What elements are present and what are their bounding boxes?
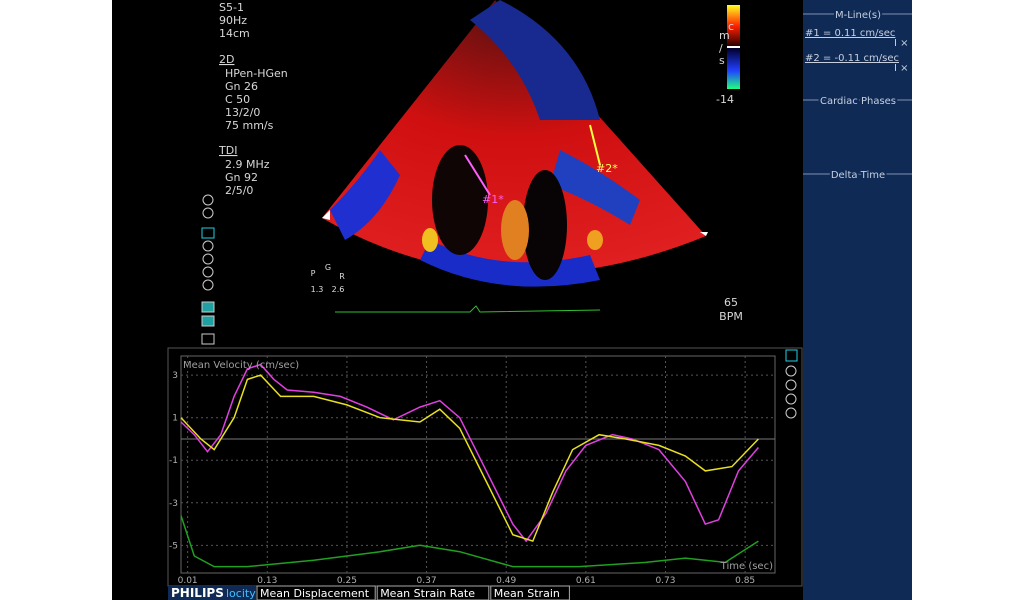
tab[interactable]: [376, 585, 490, 600]
marker: #1*: [482, 193, 504, 206]
mode-param: Gn 92: [225, 171, 258, 184]
series-line: [180, 515, 759, 568]
tab[interactable]: [256, 585, 376, 600]
series-line: [180, 363, 759, 543]
ecg-control: 1.3: [311, 285, 324, 294]
chart-tools: [785, 349, 798, 419]
y-tick-label: -1: [169, 456, 178, 466]
tab-label[interactable]: Mean Strain: [494, 587, 560, 600]
y-tick-label: 1: [172, 414, 178, 424]
y-tick-label: -5: [169, 541, 178, 551]
x-tick-label: 0.01: [178, 576, 198, 586]
color-bar-unit: s: [719, 54, 725, 67]
ultrasound-image: [322, 0, 708, 287]
close[interactable]: I ×: [894, 38, 909, 49]
plot-area: [180, 355, 776, 574]
section-title: Cardiac Phases: [820, 96, 896, 107]
tab-label[interactable]: Mean Strain Rate: [380, 587, 475, 600]
x-tick-label: 0.73: [655, 576, 675, 586]
mode-param: Gn 26: [225, 80, 258, 93]
x-tick-label: 0.49: [496, 576, 516, 586]
m-line[interactable]: #1 = 0.11 cm/sec: [805, 28, 895, 39]
tab[interactable]: [490, 585, 570, 600]
mode-param: 2/5/0: [225, 184, 253, 197]
x-tick-label: 0.85: [735, 576, 755, 586]
ecg-control: 2.6: [332, 285, 345, 294]
frame-rate: 90Hz: [219, 14, 247, 27]
mode-title: TDI: [218, 144, 237, 157]
mode-param: 13/2/0: [225, 106, 260, 119]
marker: #2*: [596, 162, 618, 175]
mode-param: HPen-HGen: [225, 67, 288, 80]
y-tick-label: -3: [169, 499, 178, 509]
x-tick-label: 0.25: [337, 576, 357, 586]
ecg-trace: [335, 305, 601, 313]
x-tick-label: 0.61: [576, 576, 596, 586]
brand-tab: [168, 586, 256, 600]
toolbar: [201, 194, 215, 345]
mode-param: C 50: [225, 93, 250, 106]
color-bar-unit: c: [728, 20, 734, 33]
ecg-control: R: [339, 272, 345, 281]
section-title: Delta Time: [831, 170, 885, 181]
ecg-control: G: [325, 263, 331, 272]
x-tick-label: 0.13: [257, 576, 277, 586]
mode-param: 2.9 MHz: [225, 158, 270, 171]
brand: PHILIPS: [171, 586, 224, 600]
right-panel: [803, 0, 912, 600]
heart-rate: 65: [724, 296, 738, 309]
x-tick-label: 0.37: [417, 576, 437, 586]
y-tick-label: 3: [172, 371, 178, 381]
color-bar-min: -14: [716, 93, 734, 106]
mode-param: 75 mm/s: [225, 119, 274, 132]
heart-rate-unit: BPM: [719, 310, 743, 323]
close[interactable]: I ×: [894, 63, 909, 74]
section-title: M-Line(s): [835, 10, 881, 21]
color-bar-unit: m: [719, 29, 730, 42]
ecg-control: P: [311, 269, 316, 278]
depth: 14cm: [219, 27, 250, 40]
m-line[interactable]: #2 = -0.11 cm/sec: [805, 53, 899, 64]
series-line: [180, 374, 759, 543]
color-bar-unit: /: [719, 42, 723, 55]
chart: 3 1 -1 -3 -5 0.01 0.13 0.25 0.37 0.49 0.61 0.73 0.85: [169, 356, 775, 586]
brand-suffix: locity: [226, 587, 256, 600]
chart-title: Mean Velocity (cm/sec): [183, 360, 299, 371]
mode-title: 2D: [219, 53, 234, 66]
probe: S5-1: [219, 1, 244, 14]
tab-label[interactable]: Mean Displacement: [260, 587, 370, 600]
x-axis-title: Time (sec): [720, 561, 773, 572]
